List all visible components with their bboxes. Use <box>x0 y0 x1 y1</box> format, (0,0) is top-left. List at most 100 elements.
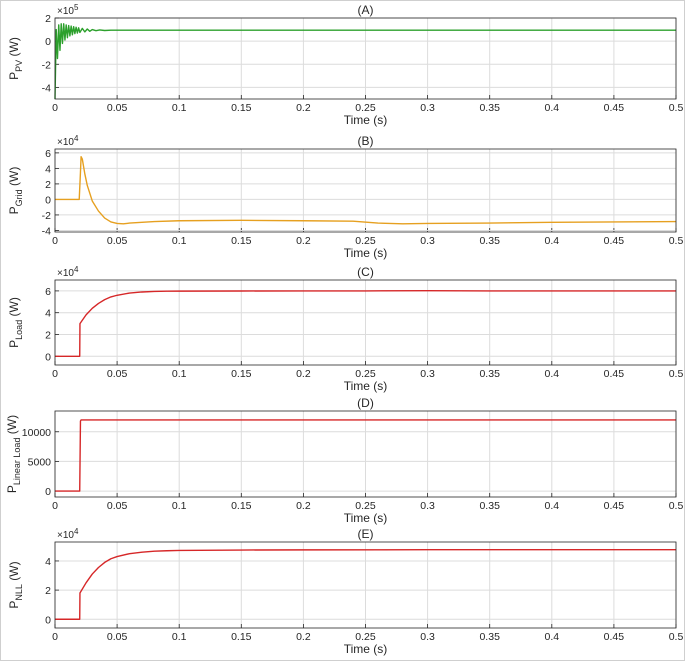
x-tick-label: 0.45 <box>604 500 625 512</box>
x-tick-label: 0 <box>52 631 58 643</box>
x-tick-label: 0.4 <box>544 102 559 114</box>
x-tick-label: 0.15 <box>231 631 252 643</box>
y-tick-label: 6 <box>45 286 51 298</box>
x-axis-label: Time (s) <box>344 642 388 656</box>
x-tick-label: 0.5 <box>669 631 684 643</box>
y-tick-label: -4 <box>42 225 51 237</box>
axes-frame <box>54 17 677 100</box>
x-tick-label: 0.3 <box>420 102 435 114</box>
y-axis-label-subscript: Grid <box>14 189 24 206</box>
x-tick-label: 0.1 <box>172 500 187 512</box>
x-tick-label: 0.15 <box>231 368 252 380</box>
y-tick-label: 5000 <box>28 456 52 468</box>
y-axis-label-subscript: NLL <box>14 584 24 601</box>
axes-frame <box>54 410 677 498</box>
y-exponent-power: 4 <box>74 265 79 274</box>
x-tick-label: 0.45 <box>604 235 625 247</box>
x-tick-label: 0.2 <box>296 235 311 247</box>
x-tick-label: 0.5 <box>669 368 684 380</box>
axes-frame <box>54 279 677 366</box>
x-axis-label: Time (s) <box>344 246 388 260</box>
y-exponent-power: 4 <box>74 527 79 536</box>
y-axis-label: PLoad (W) <box>7 297 24 348</box>
subplot-title: (A) <box>358 3 374 17</box>
subplot-d: 0 0.05 0.1 0.15 0.2 0.25 0.3 0.35 0.4 0.45 0.5 0 500… <box>5 396 683 525</box>
x-tick-label: 0.4 <box>544 235 559 247</box>
x-tick-label: 0.4 <box>544 631 559 643</box>
series-line <box>55 419 676 492</box>
x-tick-label: 0.5 <box>669 102 684 114</box>
x-tick-label: 0.35 <box>479 631 500 643</box>
x-tick-label: 0.35 <box>479 235 500 247</box>
subplot-title: (E) <box>358 527 374 541</box>
x-tick-label: 0.05 <box>107 500 128 512</box>
x-tick-label: 0.45 <box>604 368 625 380</box>
x-tick-label: 0.4 <box>544 368 559 380</box>
y-tick-label: 0 <box>45 614 51 626</box>
x-tick-label: 0.4 <box>544 500 559 512</box>
x-tick-label: 0.1 <box>172 102 187 114</box>
y-exponent-power: 5 <box>74 3 79 12</box>
x-tick-label: 0.25 <box>355 500 376 512</box>
x-tick-label: 0.3 <box>420 235 435 247</box>
x-tick-label: 0.45 <box>604 102 625 114</box>
y-tick-label: 4 <box>45 308 51 320</box>
axes-frame <box>54 541 677 629</box>
axes-frame <box>54 148 677 233</box>
y-tick-label: 0 <box>45 36 51 48</box>
x-tick-label: 0.1 <box>172 631 187 643</box>
series-line <box>55 289 676 357</box>
x-tick-label: 0.05 <box>107 631 128 643</box>
y-axis-label: PGrid (W) <box>7 167 24 215</box>
y-tick-label: 4 <box>45 163 51 175</box>
x-tick-label: 0.1 <box>172 235 187 247</box>
subplot-c: 0 0.05 0.1 0.15 0.2 0.25 0.3 0.35 0.4 0.45 0.5 0 2 4 6… <box>7 265 683 393</box>
x-tick-label: 0.1 <box>172 368 187 380</box>
x-tick-label: 0.5 <box>669 235 684 247</box>
x-tick-label: 0.3 <box>420 500 435 512</box>
x-tick-label: 0.25 <box>355 102 376 114</box>
x-tick-label: 0.45 <box>604 631 625 643</box>
x-tick-label: 0.35 <box>479 368 500 380</box>
y-tick-label: -4 <box>42 82 51 94</box>
y-tick-label: 2 <box>45 329 51 341</box>
y-exponent-label: ×105 <box>57 3 79 17</box>
y-tick-label: -2 <box>42 210 51 222</box>
series-line <box>55 549 676 620</box>
x-axis-label: Time (s) <box>344 379 388 393</box>
y-tick-label: 2 <box>45 179 51 191</box>
y-tick-label: 0 <box>45 194 51 206</box>
y-tick-label: 10000 <box>22 427 51 439</box>
subplot-e: 0 0.05 0.1 0.15 0.2 0.25 0.3 0.35 0.4 0.45 0.5 0 2 4 (… <box>7 527 683 656</box>
x-tick-label: 0.25 <box>355 631 376 643</box>
y-tick-label: 4 <box>45 556 51 568</box>
subplot-title: (D) <box>357 396 374 410</box>
x-axis-label: Time (s) <box>344 511 388 525</box>
y-axis-label: PLinear Load (W) <box>5 415 22 493</box>
x-tick-label: 0.35 <box>479 102 500 114</box>
y-tick-label: -2 <box>42 59 51 71</box>
y-exponent-label: ×104 <box>57 134 79 148</box>
y-tick-label: 0 <box>45 486 51 498</box>
y-axis-label-subscript: Load <box>14 320 24 340</box>
x-tick-label: 0.2 <box>296 102 311 114</box>
subplot-title: (B) <box>358 134 374 148</box>
x-tick-label: 0.3 <box>420 368 435 380</box>
x-tick-label: 0.05 <box>107 102 128 114</box>
subplot-b: 0 0.05 0.1 0.15 0.2 0.25 0.3 0.35 0.4 0.45 0.5 -4 -2… <box>7 134 683 260</box>
x-tick-label: 0.2 <box>296 500 311 512</box>
series-line <box>54 23 676 100</box>
x-tick-label: 0.2 <box>296 368 311 380</box>
x-tick-label: 0.15 <box>231 235 252 247</box>
series-line <box>55 156 677 225</box>
x-tick-label: 0.15 <box>231 500 252 512</box>
x-tick-label: 0.5 <box>669 500 684 512</box>
x-tick-label: 0.3 <box>420 631 435 643</box>
x-tick-label: 0 <box>52 500 58 512</box>
x-tick-label: 0.35 <box>479 500 500 512</box>
x-tick-label: 0 <box>52 235 58 247</box>
y-tick-label: 6 <box>45 148 51 160</box>
y-exponent-label: ×104 <box>57 265 79 279</box>
